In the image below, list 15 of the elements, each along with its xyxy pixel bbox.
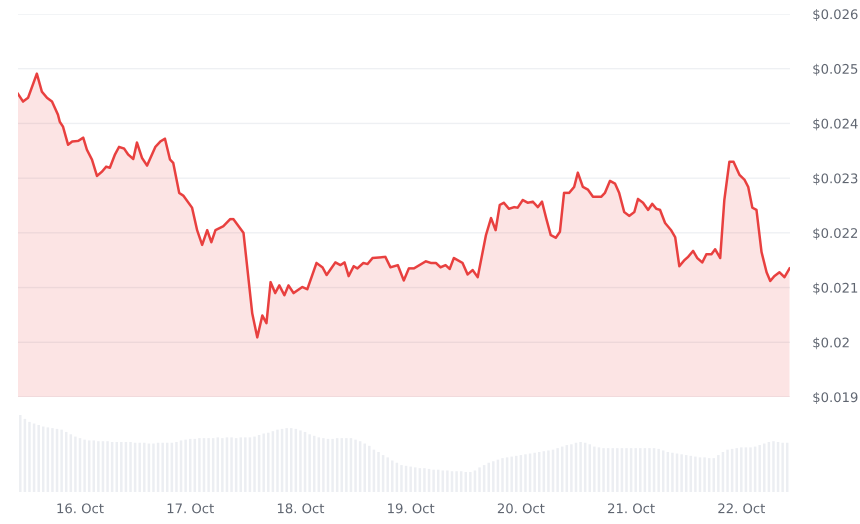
y-tick-label: $0.023 <box>813 173 858 186</box>
y-tick-label: $0.024 <box>813 118 858 130</box>
x-tick-label: 20. Oct <box>498 503 545 514</box>
x-tick-label: 17. Oct <box>168 503 214 514</box>
x-tick-label: 19. Oct <box>388 503 434 514</box>
x-tick-label: 21. Oct <box>608 503 655 514</box>
y-tick-label: $0.021 <box>813 282 858 295</box>
y-tick-label: $0.019 <box>813 392 858 404</box>
x-tick-label: 22. Oct <box>718 503 765 514</box>
y-tick-label: $0.022 <box>813 228 858 240</box>
x-tick-label: 18. Oct <box>278 503 324 514</box>
y-tick-label: $0.026 <box>813 8 858 21</box>
x-tick-label: 16. Oct <box>57 503 104 514</box>
y-tick-label: $0.02 <box>813 337 849 350</box>
y-tick-label: $0.025 <box>813 64 858 76</box>
